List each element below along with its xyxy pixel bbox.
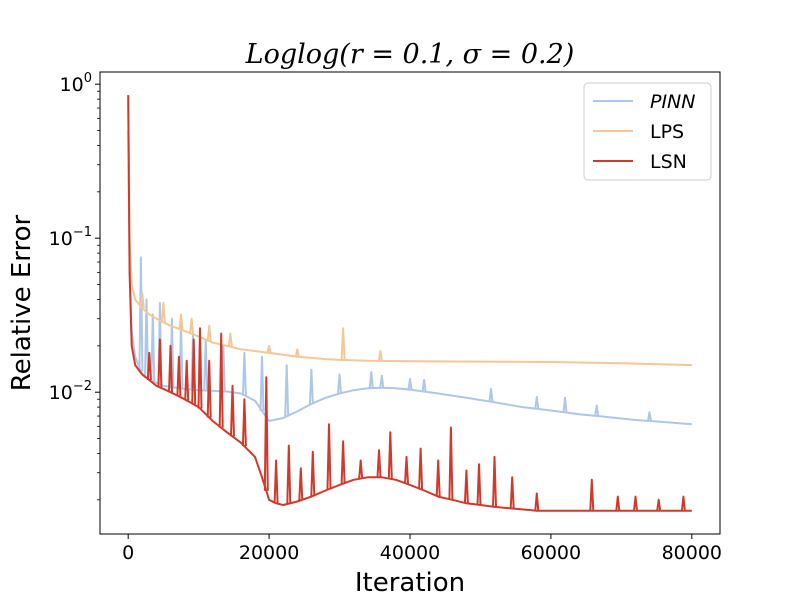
legend-label-lps: LPS	[650, 121, 684, 143]
y-tick-label: 10−1	[49, 225, 92, 250]
series-spike-lsn	[168, 344, 173, 393]
series-spike-lsn	[376, 449, 382, 478]
series-spike-lsn	[263, 376, 269, 491]
series-spike-lsn	[298, 467, 304, 501]
series-spike-lsn	[615, 495, 621, 511]
series-spike-lsn	[310, 450, 316, 497]
series-spike-lps	[189, 317, 195, 334]
series-spike-pinn	[144, 298, 149, 378]
chart-title: Loglog(r = 0.1, σ = 0.2)	[245, 39, 575, 70]
series-line-pinn	[127, 130, 692, 426]
y-axis-label: Relative Error	[7, 214, 37, 391]
x-axis-ticks: 0 20000 40000 60000 80000	[122, 534, 722, 564]
series-line-lps	[127, 99, 692, 367]
series-spike-lsn	[184, 359, 190, 401]
series-lps	[127, 99, 692, 367]
series-spike-lsn	[633, 495, 638, 511]
series-spike-pinn	[379, 374, 385, 388]
series-spike-lsn	[448, 426, 454, 500]
x-tick-label: 60000	[521, 542, 581, 564]
series-spike-lps	[340, 327, 346, 361]
y-axis-ticks: 100 10−1 10−2	[49, 71, 100, 501]
series-spike-lsn	[230, 384, 235, 437]
series-spike-lps	[139, 292, 145, 309]
series-spike-lsn	[656, 498, 662, 511]
series-spike-pinn	[647, 411, 652, 422]
series-spike-lsn	[241, 398, 247, 447]
series-spike-pinn	[421, 379, 427, 392]
series-spike-pinn	[308, 368, 314, 404]
series-spike-lsn	[218, 332, 224, 428]
series-spike-lsn	[206, 359, 212, 418]
series-spike-lsn	[463, 469, 469, 504]
series-spike-lps	[294, 348, 300, 357]
series-spike-lsn	[273, 459, 279, 504]
legend: PINN LPS LSN	[583, 82, 712, 181]
series-spike-lsn	[589, 478, 595, 511]
series-spike-pinn	[241, 351, 247, 396]
x-tick-label: 20000	[239, 542, 299, 564]
series-spike-pinn	[594, 404, 600, 417]
series-spike-lsn	[326, 423, 332, 490]
series-spike-lps	[160, 301, 166, 323]
x-axis-label: Iteration	[355, 568, 465, 598]
series-spike-lps	[206, 324, 212, 342]
y-tick-label: 100	[60, 71, 92, 96]
legend-label-lsn: LSN	[650, 151, 687, 173]
series-spike-lsn	[476, 463, 482, 505]
series-spike-lsn	[157, 338, 163, 388]
series-spike-pinn	[284, 364, 290, 417]
series-spike-pinn	[488, 387, 494, 402]
series-spike-lsn	[435, 459, 441, 497]
series-spike-lps	[266, 344, 272, 354]
legend-box	[583, 82, 712, 181]
series-spike-lsn	[146, 351, 152, 381]
series-spike-lps	[377, 350, 383, 362]
series-spike-pinn	[562, 396, 568, 413]
series-spike-pinn	[150, 313, 156, 382]
legend-label-pinn: PINN	[650, 91, 696, 113]
series-spike-lsn	[492, 455, 497, 507]
series-spike-lps	[227, 332, 233, 347]
series-spike-pinn	[534, 396, 540, 409]
series-lsn	[127, 95, 692, 512]
x-tick-label: 0	[122, 542, 134, 564]
series-layer	[127, 95, 692, 512]
series-spike-pinn	[337, 373, 342, 394]
series-spike-lsn	[197, 327, 203, 409]
x-tick-label: 80000	[662, 542, 722, 564]
x-tick-label: 40000	[380, 542, 440, 564]
series-spike-pinn	[259, 355, 265, 411]
series-spike-lsn	[191, 338, 197, 405]
series-spike-lsn	[680, 495, 686, 511]
series-line-lsn	[127, 95, 692, 512]
series-spike-pinn	[368, 371, 374, 389]
series-spike-lsn	[509, 476, 515, 509]
series-spike-lps	[178, 313, 184, 330]
series-spike-lsn	[358, 459, 364, 479]
series-spike-lsn	[404, 455, 409, 484]
series-spike-pinn	[203, 338, 209, 391]
series-spike-lsn	[286, 444, 292, 504]
series-spike-lsn	[387, 431, 393, 479]
series-spike-lsn	[534, 492, 540, 511]
series-spike-pinn	[407, 377, 413, 390]
series-spike-lsn	[418, 447, 424, 490]
series-spike-lsn	[176, 355, 182, 397]
series-spike-pinn	[138, 256, 144, 372]
y-tick-label: 10−2	[49, 379, 92, 404]
series-spike-lsn	[340, 440, 346, 484]
